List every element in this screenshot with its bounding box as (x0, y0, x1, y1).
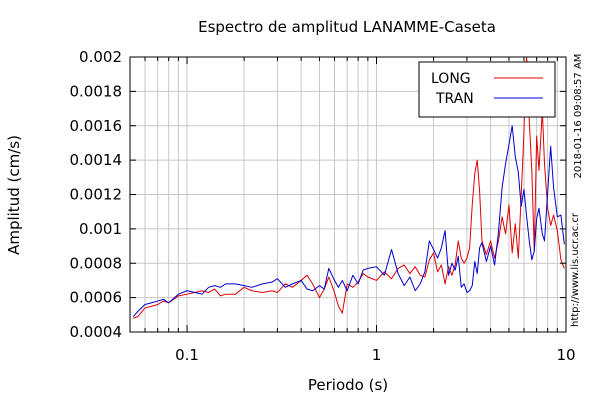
series-line-long (133, 56, 565, 319)
legend-box (418, 61, 556, 118)
y-tick-label: 0.002 (79, 48, 122, 66)
axes: 0.0004 0.0006 0.0008 0.001 0.0012 0.0014 0.001… (70, 48, 576, 364)
series-layer (132, 56, 565, 319)
y-axis-label: Amplitud (cm/s) (5, 135, 23, 255)
x-tick-label: 0.1 (175, 346, 199, 364)
legend-label-long: LONG (431, 71, 471, 87)
x-tick-label: 1 (372, 346, 382, 364)
y-tick-label: 0.001 (79, 220, 122, 238)
y-tick-label: 0.0006 (70, 289, 123, 307)
chart-title: Espectro de amplitud LANAMME-Caseta (198, 18, 496, 36)
y-tick-label: 0.0014 (70, 151, 123, 169)
y-tick-label: 0.0018 (70, 82, 123, 100)
legend: LONG TRAN (418, 61, 556, 118)
x-tick-label: 10 (556, 346, 575, 364)
y-tick-label: 0.0012 (70, 186, 123, 204)
timestamp-text: 2018-01-16 09:08:57 AM (573, 54, 584, 179)
grid-lines (129, 56, 567, 333)
x-axis-label: Periodo (s) (308, 376, 388, 394)
series-line-tran (132, 125, 565, 317)
y-tick-label: 0.0004 (70, 323, 123, 341)
y-tick-label: 0.0008 (70, 254, 123, 272)
legend-label-tran: TRAN (435, 91, 474, 107)
y-tick-label: 0.0016 (70, 117, 123, 135)
url-text: http://www.lis.ucr.ac.cr (570, 212, 581, 327)
